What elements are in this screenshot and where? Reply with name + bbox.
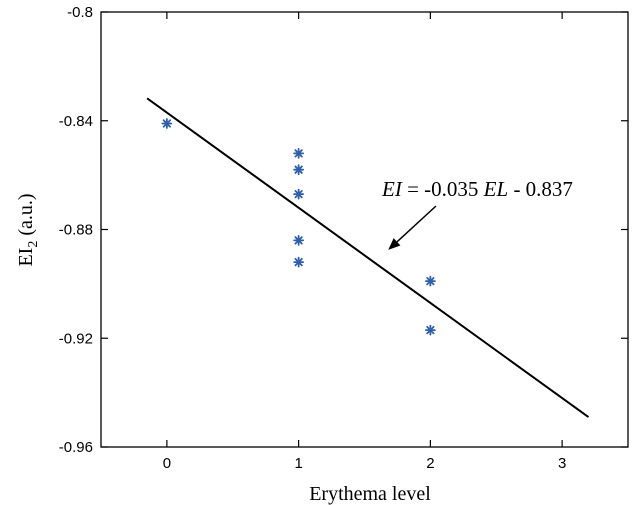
y-ticks: -0.96 -0.92 -0.88 -0.84 -0.8 <box>59 4 628 456</box>
annotation-part: - 0.837 <box>508 177 573 201</box>
data-points <box>161 118 436 336</box>
y-axis-label-unit: (a.u.) <box>15 193 37 240</box>
data-point-marker <box>293 256 305 268</box>
annotation-part: = -0.035 <box>402 177 484 201</box>
x-tick-label: 3 <box>558 455 566 472</box>
x-tick-label: 2 <box>426 455 434 472</box>
data-point-marker <box>424 324 436 336</box>
data-point-marker <box>161 118 173 129</box>
data-point-marker <box>293 147 305 159</box>
data-point-marker <box>293 164 305 176</box>
annotation-arrow-shaft <box>396 205 437 243</box>
data-point-marker <box>293 234 305 246</box>
y-tick-label: -0.88 <box>59 222 93 239</box>
x-ticks: 0 1 2 3 <box>163 12 566 472</box>
x-tick-label: 1 <box>294 455 302 472</box>
y-tick-label: -0.92 <box>59 330 93 347</box>
y-tick-label: -0.84 <box>59 113 93 130</box>
annotation-arrow-head <box>388 238 401 250</box>
data-point-marker <box>424 275 436 287</box>
annotation-part: EI <box>381 177 403 201</box>
data-point-marker <box>293 188 305 200</box>
y-tick-label: -0.8 <box>67 4 93 21</box>
x-axis-label: Erythema level <box>309 483 431 505</box>
x-tick-label: 0 <box>163 455 171 472</box>
y-axis-label-main: EI <box>15 248 37 267</box>
annotation-arrow <box>388 205 437 250</box>
y-axis-label-subscript: 2 <box>26 241 41 248</box>
fit-line <box>146 97 590 418</box>
annotation-part: EL <box>483 177 509 201</box>
y-axis-label: EI2 (a.u.) <box>15 193 41 266</box>
plot-frame <box>100 11 629 448</box>
fit-equation-annotation: EI = -0.035 EL - 0.837 <box>381 177 573 201</box>
y-tick-label: -0.96 <box>59 439 93 456</box>
